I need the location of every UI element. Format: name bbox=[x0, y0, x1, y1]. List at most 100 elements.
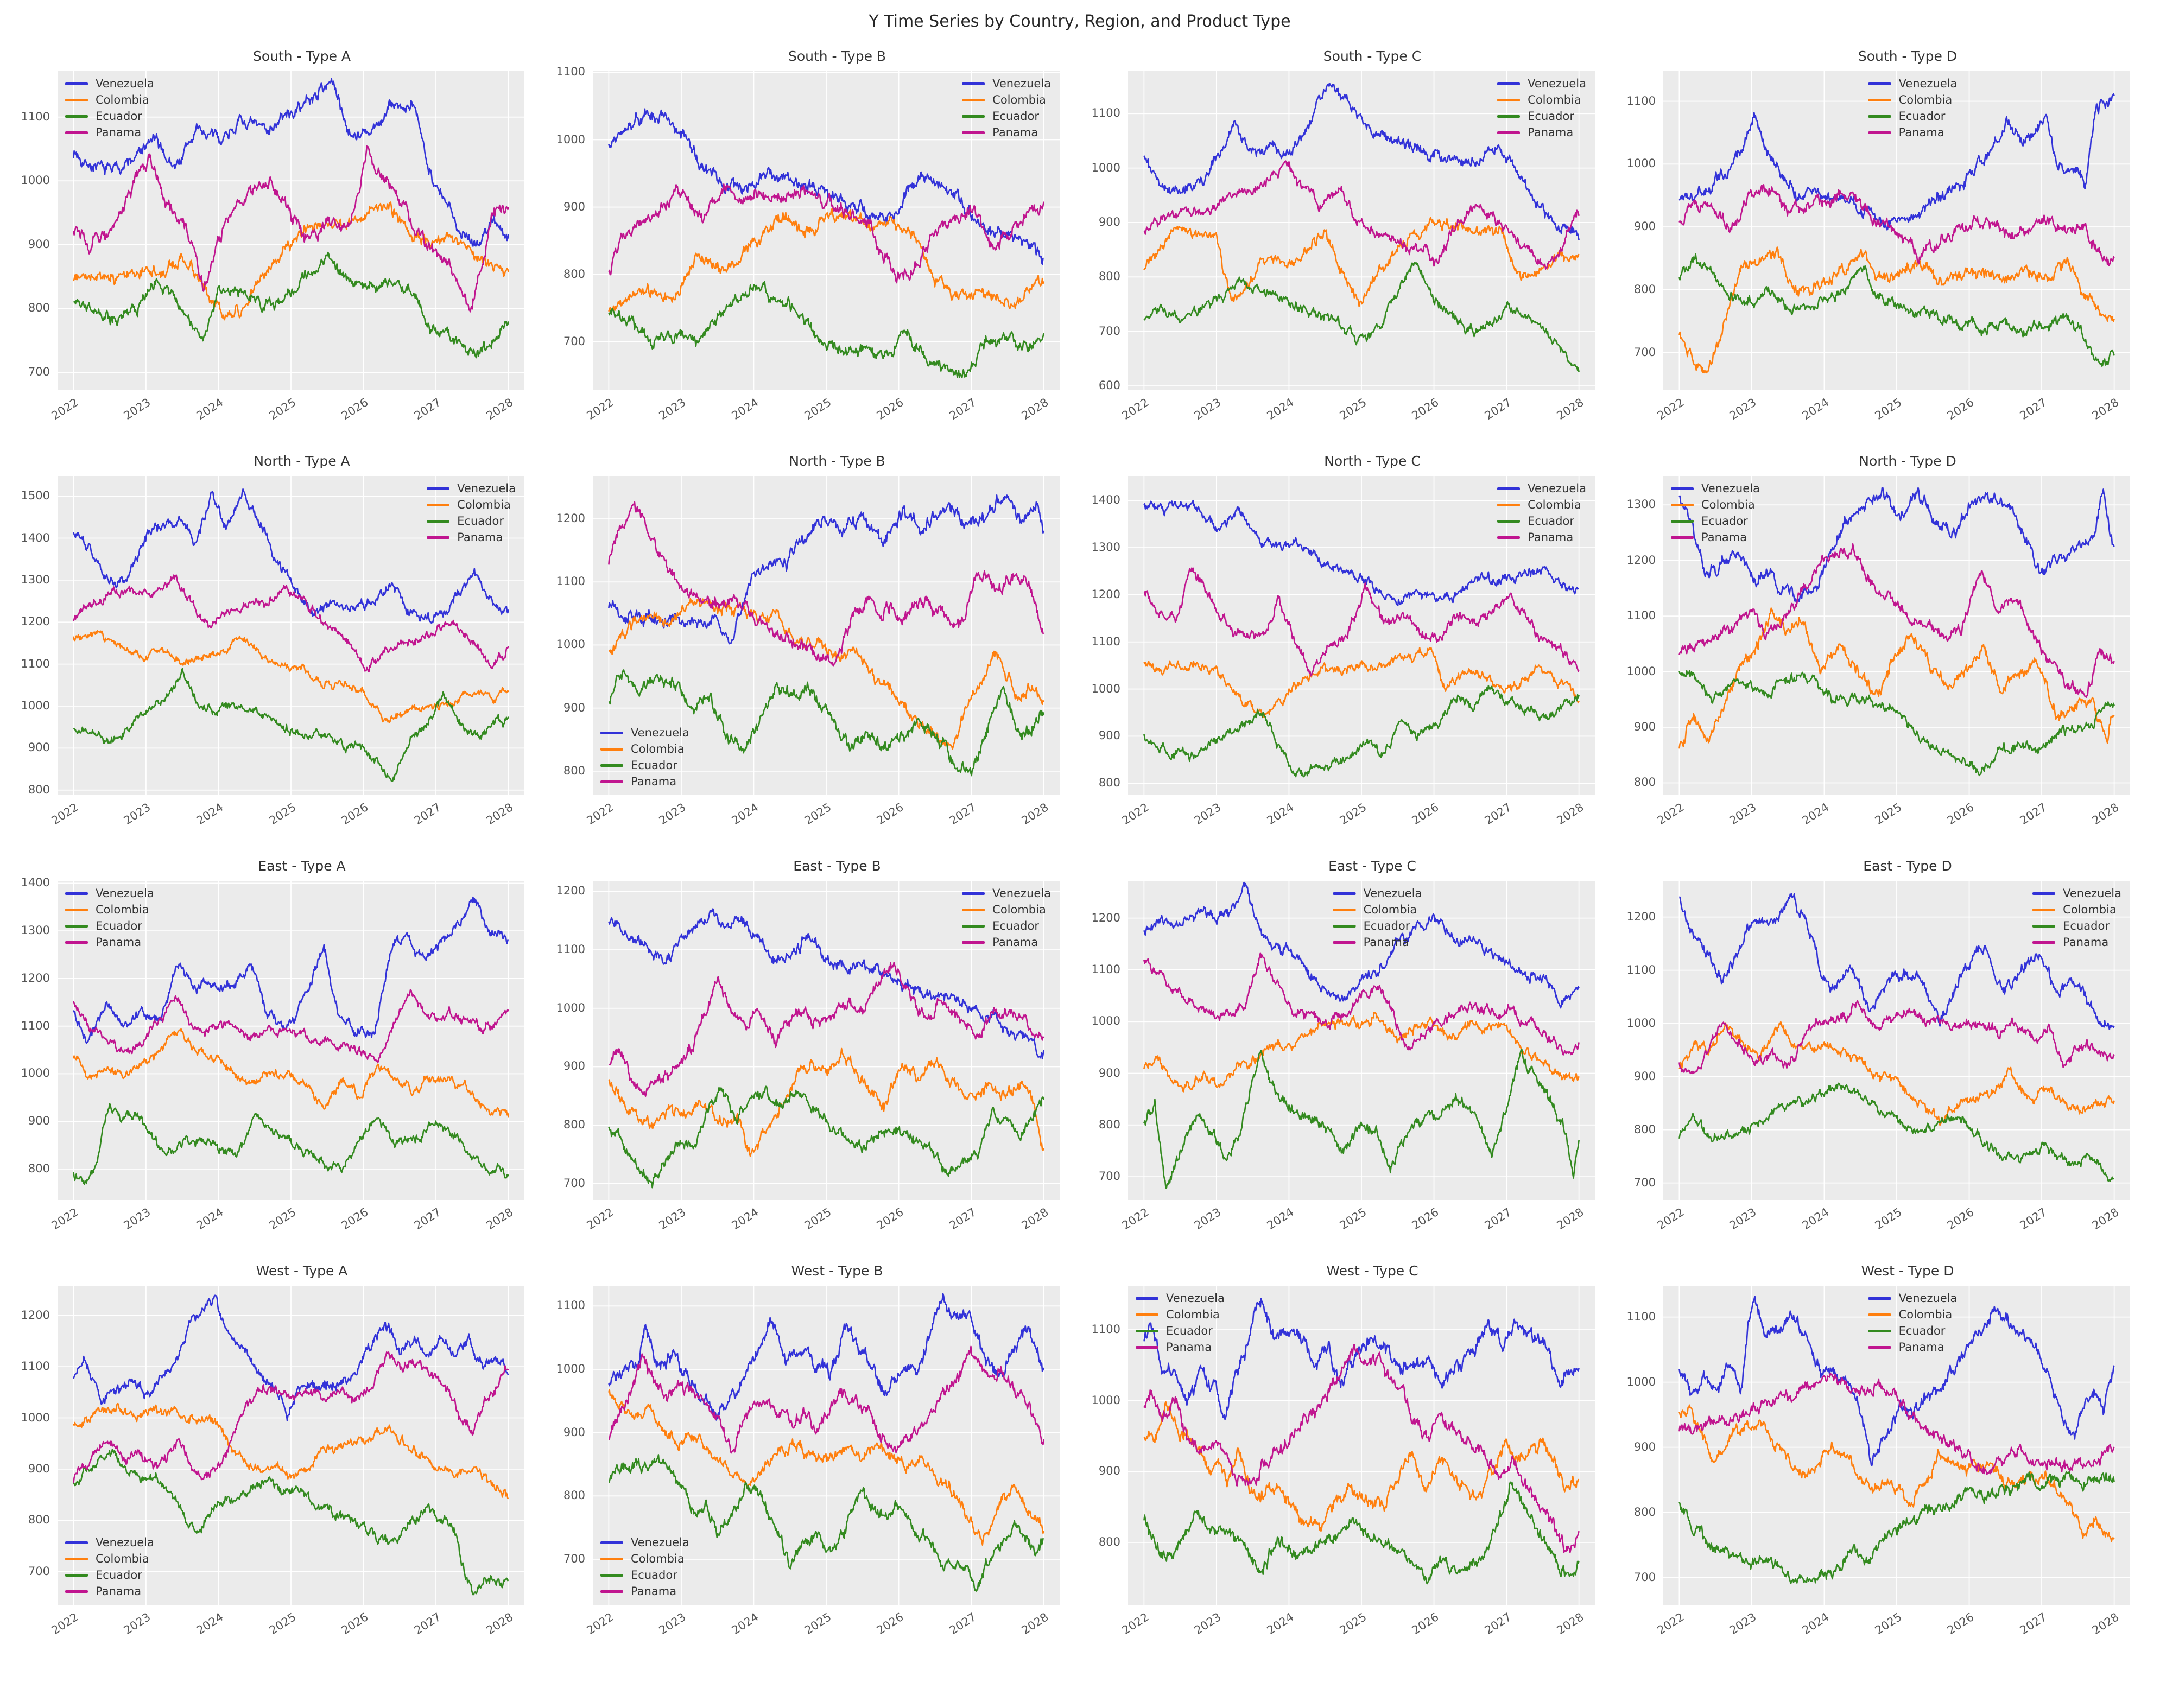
legend: Venezuela Colombia Ecuador Panama bbox=[427, 481, 516, 544]
y-tick-label: 1200 bbox=[1091, 587, 1120, 601]
legend-item: Venezuela bbox=[1868, 1291, 1958, 1305]
series-line-venezuela bbox=[608, 494, 1044, 645]
legend-swatch-colombia bbox=[600, 1557, 623, 1560]
subplot-west-type-c: West - Type C Venezuela Colombia Ecuador Pan… bbox=[1078, 1262, 1610, 1661]
y-tick-label: 900 bbox=[1633, 720, 1656, 734]
legend-item: Venezuela bbox=[65, 1535, 154, 1550]
series-line-panama bbox=[73, 574, 509, 672]
legend: Venezuela Colombia Ecuador Panama bbox=[1333, 886, 1422, 949]
y-tick-label: 1400 bbox=[21, 876, 50, 890]
legend-label: Venezuela bbox=[1898, 1292, 1958, 1305]
subplot-title: East - Type A bbox=[258, 858, 346, 874]
legend-item: Colombia bbox=[1868, 93, 1958, 107]
legend-item: Venezuela bbox=[2032, 886, 2121, 900]
legend-swatch-panama bbox=[1136, 1345, 1158, 1349]
x-tick: 2028 bbox=[1492, 396, 1586, 422]
legend-item: Venezuela bbox=[65, 77, 154, 91]
x-tick-label: 2028 bbox=[484, 1610, 516, 1637]
legend-label: Colombia bbox=[992, 93, 1046, 106]
legend-item: Panama bbox=[65, 935, 154, 949]
legend-swatch-venezuela bbox=[1497, 82, 1521, 85]
y-tick-label: 800 bbox=[28, 783, 50, 796]
series-line-venezuela bbox=[1678, 487, 2115, 604]
x-tick-label: 2028 bbox=[1554, 1610, 1586, 1637]
legend-item: Colombia bbox=[1868, 1307, 1958, 1322]
legend-label: Venezuela bbox=[992, 77, 1051, 90]
y-tick-label: 900 bbox=[28, 1114, 50, 1128]
y-tick-label: 900 bbox=[1098, 1464, 1120, 1478]
series-line-ecuador bbox=[73, 1103, 509, 1185]
series-line-colombia bbox=[73, 201, 509, 321]
subplot-east-type-a: East - Type A Venezuela Colombia Ecuador Pan… bbox=[8, 857, 540, 1256]
x-tick: 2028 bbox=[957, 1610, 1051, 1637]
series-line-venezuela bbox=[73, 78, 509, 247]
legend-item: Ecuador bbox=[1333, 919, 1422, 933]
x-tick-label: 2028 bbox=[484, 801, 516, 828]
figure-canvas: Y Time Series by Country, Region, and Pr… bbox=[8, 12, 2145, 1661]
legend-swatch-ecuador bbox=[600, 1573, 623, 1577]
legend-label: Colombia bbox=[96, 93, 149, 106]
series-line-panama bbox=[1678, 1000, 2115, 1075]
y-tick-label: 700 bbox=[563, 1552, 585, 1565]
legend-swatch-ecuador bbox=[1333, 924, 1356, 928]
subplot-title: South - Type A bbox=[252, 48, 351, 64]
legend-label: Venezuela bbox=[992, 887, 1051, 900]
series-line-panama bbox=[608, 962, 1044, 1097]
legend-swatch-panama bbox=[65, 1590, 88, 1593]
legend-swatch-colombia bbox=[1868, 1313, 1891, 1316]
series-line-ecuador bbox=[1678, 670, 2115, 777]
y-tick-label: 700 bbox=[563, 334, 585, 348]
legend-item: Venezuela bbox=[1136, 1291, 1225, 1305]
y-tick-label: 900 bbox=[563, 1059, 585, 1073]
legend-label: Venezuela bbox=[96, 77, 154, 90]
legend-swatch-ecuador bbox=[427, 519, 450, 523]
legend-swatch-colombia bbox=[65, 908, 88, 911]
legend-item: Venezuela bbox=[962, 886, 1051, 900]
legend-item: Colombia bbox=[600, 742, 689, 756]
x-tick-label: 2028 bbox=[1554, 801, 1586, 828]
y-tick-label: 1100 bbox=[1626, 609, 1656, 623]
y-tick-label: 1300 bbox=[21, 573, 50, 586]
y-tick-label: 600 bbox=[1098, 378, 1120, 392]
legend-item: Ecuador bbox=[1671, 514, 1760, 528]
y-tick-label: 700 bbox=[1633, 345, 1656, 359]
y-tick-label: 1000 bbox=[556, 132, 585, 146]
legend-swatch-colombia bbox=[1671, 503, 1694, 506]
y-tick-label: 900 bbox=[1633, 1440, 1656, 1453]
legend-swatch-ecuador bbox=[65, 924, 88, 928]
y-tick-label: 700 bbox=[563, 1176, 585, 1190]
series-line-ecuador bbox=[73, 668, 509, 782]
legend-label: Colombia bbox=[992, 903, 1046, 916]
series-line-colombia bbox=[1678, 1021, 2115, 1126]
subplot-title: East - Type C bbox=[1328, 858, 1416, 874]
legend-swatch-colombia bbox=[962, 908, 985, 911]
legend-item: Ecuador bbox=[962, 109, 1051, 123]
chart-svg bbox=[593, 1286, 1060, 1605]
y-tick-label: 800 bbox=[1098, 776, 1120, 790]
legend-item: Venezuela bbox=[600, 1535, 689, 1550]
legend-label: Ecuador bbox=[1166, 1324, 1213, 1337]
y-tick-label: 900 bbox=[563, 1425, 585, 1439]
plot-area: Venezuela Colombia Ecuador Panama bbox=[1663, 1286, 2130, 1605]
y-tick-label: 1100 bbox=[21, 110, 50, 123]
plot-area: Venezuela Colombia Ecuador Panama bbox=[58, 1286, 524, 1605]
y-tick-label: 800 bbox=[563, 267, 585, 281]
legend-swatch-venezuela bbox=[1497, 487, 1521, 490]
legend-label: Panama bbox=[96, 1585, 142, 1598]
x-tick: 2028 bbox=[2028, 396, 2121, 422]
y-tick-label: 1000 bbox=[1626, 157, 1656, 170]
series-line-panama bbox=[608, 501, 1044, 667]
y-tick-label: 1000 bbox=[1626, 1375, 1656, 1388]
y-tick-label: 1200 bbox=[1626, 553, 1656, 567]
x-tick: 2028 bbox=[2028, 801, 2121, 827]
subplot-title: North - Type C bbox=[1324, 453, 1421, 469]
series-line-venezuela bbox=[608, 1293, 1044, 1421]
legend-swatch-colombia bbox=[1136, 1313, 1158, 1316]
legend-label: Ecuador bbox=[631, 759, 677, 772]
series-line-colombia bbox=[608, 1389, 1044, 1546]
x-tick-label: 2028 bbox=[2089, 1610, 2121, 1637]
subplot-east-type-d: East - Type D Venezuela Colombia Ecuador Pan… bbox=[1613, 857, 2145, 1256]
legend-item: Panama bbox=[1333, 935, 1422, 949]
legend-item: Ecuador bbox=[1868, 1324, 1958, 1338]
legend-label: Venezuela bbox=[1363, 887, 1422, 900]
